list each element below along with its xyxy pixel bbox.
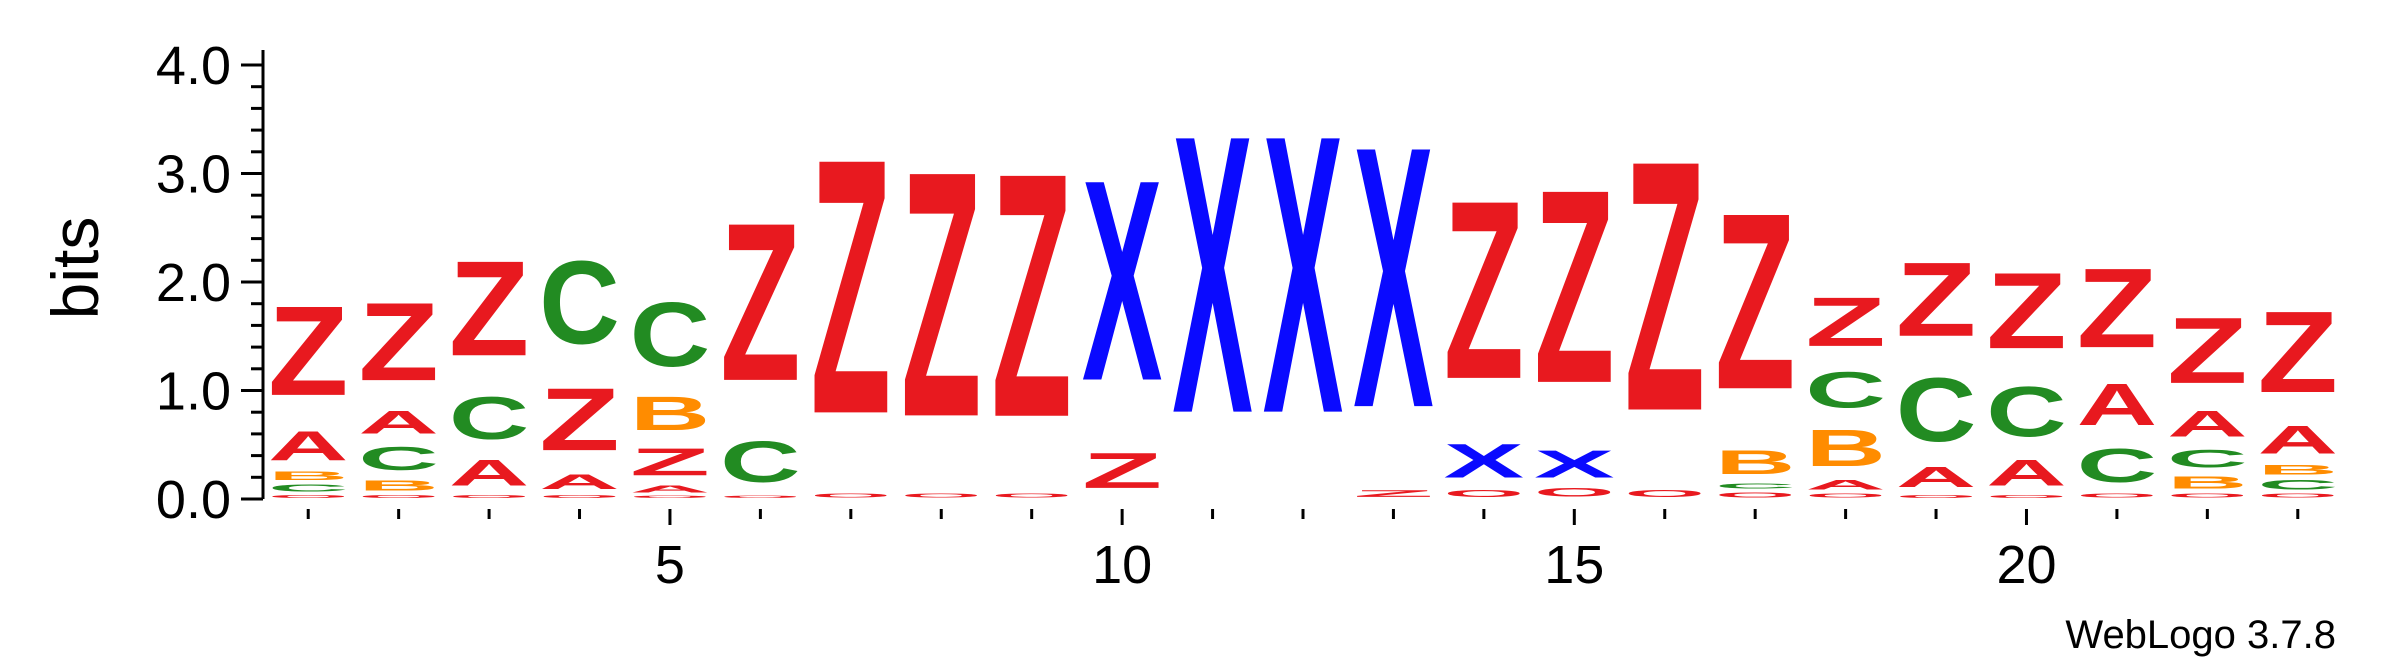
logo-glyph-o: O	[811, 492, 891, 499]
y-tick-label: 0.0	[156, 470, 231, 530]
logo-glyph-c: C	[2077, 438, 2157, 492]
logo-glyph-c: C	[720, 430, 800, 495]
logo-glyph-o: O	[268, 494, 348, 499]
logo-glyph-b: B	[1715, 444, 1795, 482]
logo-glyph-c: C	[2167, 445, 2247, 473]
logo-glyph-o: O	[2077, 492, 2157, 499]
logo-glyph-z: Z	[630, 440, 710, 484]
logo-glyph-o: O	[1805, 492, 1885, 499]
logo-glyph-a: A	[2258, 417, 2338, 462]
logo-glyph-o: O	[358, 494, 438, 499]
y-tick-label: 1.0	[156, 362, 231, 422]
logo-glyph-z: Z	[1625, 87, 1705, 486]
logo-glyph-z: Z	[2258, 288, 2338, 417]
logo-glyph-z: Z	[1353, 488, 1433, 499]
y-tick-label: 4.0	[156, 36, 231, 96]
logo-glyph-c: C	[1986, 372, 2066, 452]
logo-glyph-z: Z	[1444, 147, 1524, 432]
y-axis-label: bits	[38, 217, 112, 320]
logo-glyph-c: C	[630, 283, 710, 386]
logo-glyph-z: Z	[1082, 443, 1162, 499]
logo-glyph-z: Z	[901, 99, 981, 491]
x-tick-label: 5	[655, 535, 685, 595]
logo-glyph-z: Z	[720, 177, 800, 429]
logo-glyph-c: C	[268, 483, 348, 494]
logo-glyph-z: Z	[268, 280, 348, 423]
logo-glyph-x: X	[1263, 53, 1344, 497]
logo-glyph-c: C	[1805, 361, 1885, 418]
logo-glyph-o: O	[1986, 494, 2066, 499]
x-tick-label: 20	[1996, 535, 2056, 595]
logo-glyph-a: A	[358, 405, 438, 441]
x-tick-label: 15	[1544, 535, 1604, 595]
logo-glyph-z: Z	[991, 100, 1071, 490]
logo-glyph-o: O	[720, 495, 800, 499]
logo-glyph-o: O	[2258, 492, 2338, 499]
logo-glyph-a: A	[1896, 461, 1976, 493]
logo-glyph-a: A	[2077, 372, 2157, 438]
logo-glyph-b: B	[1805, 419, 1885, 477]
logo-glyph-b: B	[358, 477, 438, 493]
logo-glyph-z: Z	[358, 280, 438, 404]
logo-glyph-c: C	[2258, 477, 2338, 492]
logo-glyph-o: O	[1444, 488, 1524, 499]
logo-glyph-z: Z	[1534, 132, 1614, 441]
logo-glyph-a: A	[539, 469, 619, 493]
logo-glyph-a: A	[1805, 477, 1885, 492]
logo-glyph-z: Z	[2077, 246, 2157, 372]
logo-glyph-o: O	[1896, 494, 1976, 499]
logo-glyph-c: C	[358, 441, 438, 477]
x-tick-label: 10	[1092, 535, 1152, 595]
logo-glyph-a: A	[630, 484, 710, 495]
logo-glyph-c: C	[539, 237, 619, 369]
logo-glyph-a: A	[449, 452, 529, 493]
logo-glyph-z: Z	[1896, 241, 1976, 359]
logo-glyph-z: Z	[811, 84, 891, 491]
logo-glyph-o: O	[2167, 492, 2247, 499]
logo-glyph-b: B	[2167, 473, 2247, 492]
logo-glyph-o: O	[991, 492, 1071, 499]
y-tick-label: 2.0	[156, 253, 231, 313]
logo-glyph-x: X	[1082, 120, 1162, 441]
logo-glyph-x: X	[1444, 434, 1524, 488]
logo-glyph-z: Z	[1715, 160, 1795, 442]
logo-glyph-o: O	[449, 494, 529, 499]
logo-glyph-x: X	[1534, 442, 1614, 485]
logo-glyph-a: A	[2167, 403, 2247, 444]
logo-glyph-o: O	[1534, 486, 1614, 499]
logo-glyph-x: X	[1172, 53, 1253, 497]
logo-glyph-o: O	[630, 495, 710, 499]
logo-glyph-z: Z	[1986, 250, 2066, 371]
logo-glyph-o: O	[539, 494, 619, 499]
logo-glyph-z: Z	[449, 233, 529, 384]
logo-glyph-c: C	[449, 385, 529, 452]
logo-glyph-o: O	[901, 492, 981, 499]
logo-glyph-o: O	[1625, 488, 1705, 499]
logo-glyph-b: B	[268, 470, 348, 483]
logo-glyph-c: C	[1896, 359, 1976, 461]
y-tick-label: 3.0	[156, 145, 231, 205]
weblogo-version-label: WebLogo 3.7.8	[2065, 613, 2336, 657]
logo-glyph-b: B	[630, 386, 710, 440]
logo-glyph-z: Z	[2167, 298, 2247, 403]
logo-glyph-z: Z	[1805, 284, 1885, 361]
logo-glyph-b: B	[2258, 462, 2338, 477]
logo-glyph-a: A	[1986, 452, 2066, 493]
logo-glyph-a: A	[268, 423, 348, 470]
logo-glyph-x: X	[1353, 68, 1434, 485]
logo-glyph-o: O	[1715, 490, 1795, 499]
logo-glyph-z: Z	[539, 369, 619, 469]
logo-glyph-c: C	[1715, 482, 1795, 491]
